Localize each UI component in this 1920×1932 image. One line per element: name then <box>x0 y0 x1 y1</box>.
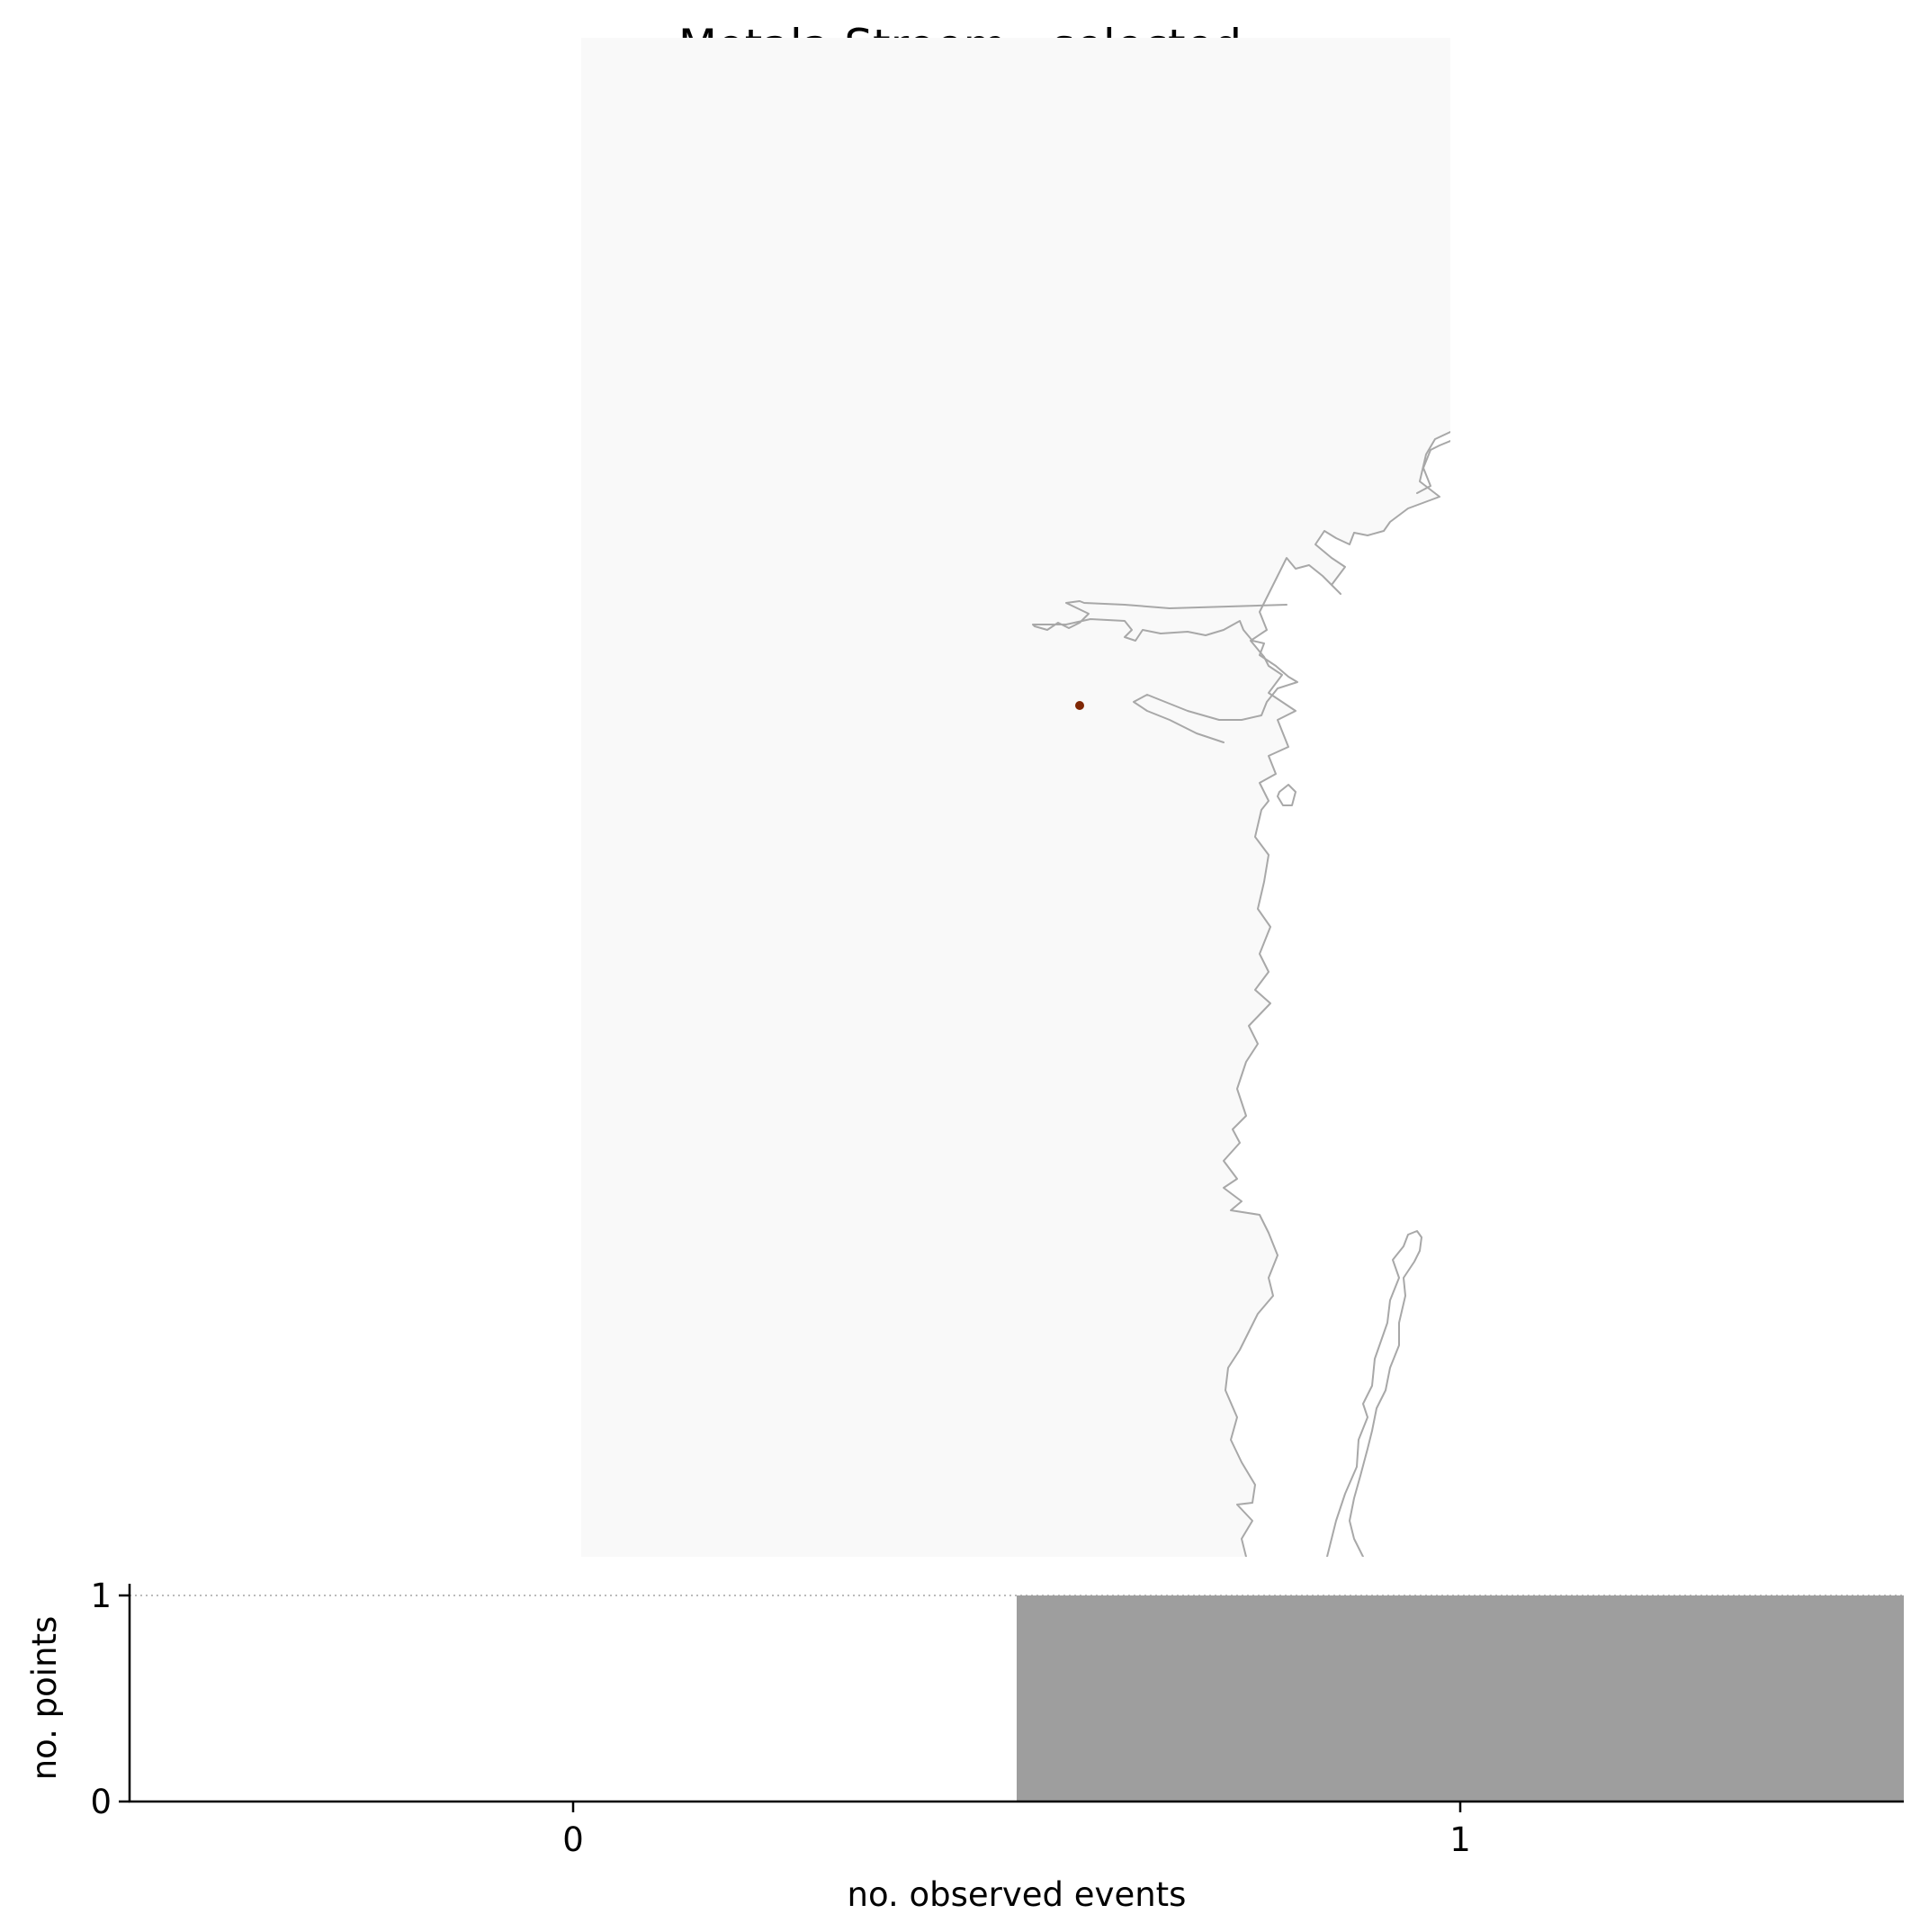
y-tick-label: 1 <box>90 1577 112 1615</box>
y-tick-label: 0 <box>90 1783 112 1821</box>
map-panel <box>581 38 1450 1557</box>
coastline-northeast <box>1416 440 1450 494</box>
bars <box>1017 1595 1904 1802</box>
station-marker[interactable] <box>1075 701 1084 710</box>
y-ticks: 01 <box>90 1577 130 1821</box>
island-south <box>1326 1230 1422 1557</box>
x-axis-label: no. observed events <box>848 1875 1187 1914</box>
x-tick-label: 1 <box>1449 1820 1471 1859</box>
y-axis-label: no. points <box>25 1616 64 1781</box>
sea-area <box>1224 432 1450 1557</box>
island-north <box>1277 784 1296 806</box>
coastline-main <box>1223 431 1450 1557</box>
coastline-north-inlet <box>1032 600 1298 743</box>
bar-1 <box>1017 1595 1904 1802</box>
x-tick-label: 0 <box>562 1820 584 1859</box>
